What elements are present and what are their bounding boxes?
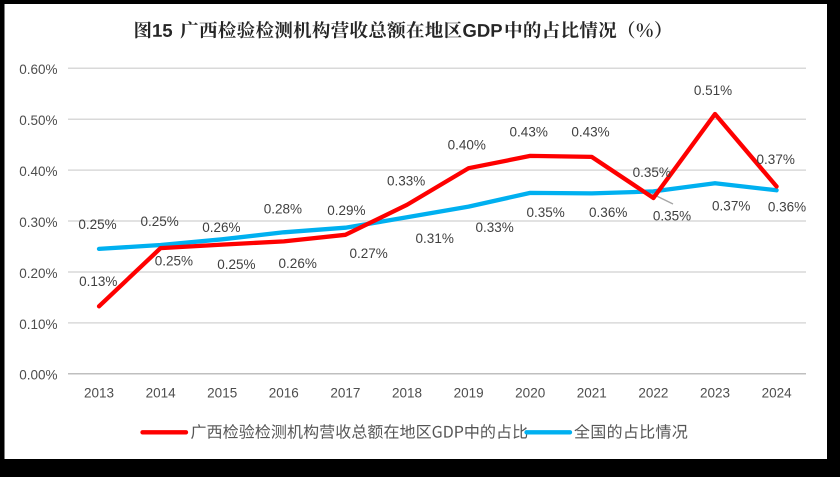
svg-text:0.26%: 0.26% xyxy=(279,256,317,271)
svg-text:0.35%: 0.35% xyxy=(526,205,564,220)
svg-text:0.25%: 0.25% xyxy=(78,217,116,232)
svg-text:0.28%: 0.28% xyxy=(264,202,302,217)
svg-text:2024: 2024 xyxy=(762,386,793,401)
svg-text:0.00%: 0.00% xyxy=(19,368,57,383)
svg-text:0.13%: 0.13% xyxy=(79,274,117,289)
svg-text:2013: 2013 xyxy=(84,386,114,401)
svg-text:2018: 2018 xyxy=(392,386,422,401)
svg-text:0.33%: 0.33% xyxy=(475,220,513,235)
svg-text:0.26%: 0.26% xyxy=(202,220,240,235)
svg-text:0.37%: 0.37% xyxy=(757,152,795,167)
svg-text:0.10%: 0.10% xyxy=(19,317,57,332)
svg-text:0.43%: 0.43% xyxy=(571,125,609,140)
svg-text:0.40%: 0.40% xyxy=(448,138,486,153)
svg-text:2022: 2022 xyxy=(638,386,668,401)
svg-text:0.51%: 0.51% xyxy=(694,83,732,98)
svg-text:2017: 2017 xyxy=(330,386,360,401)
svg-text:0.36%: 0.36% xyxy=(589,205,627,220)
svg-text:0.25%: 0.25% xyxy=(217,257,255,272)
svg-text:0.30%: 0.30% xyxy=(19,215,57,230)
svg-text:0.36%: 0.36% xyxy=(768,200,806,215)
svg-text:0.40%: 0.40% xyxy=(19,164,57,179)
svg-text:2015: 2015 xyxy=(207,386,237,401)
svg-text:0.27%: 0.27% xyxy=(349,246,387,261)
svg-text:0.31%: 0.31% xyxy=(416,231,454,246)
svg-text:0.29%: 0.29% xyxy=(327,203,365,218)
svg-text:0.60%: 0.60% xyxy=(19,62,57,77)
svg-text:2016: 2016 xyxy=(269,386,299,401)
svg-text:0.43%: 0.43% xyxy=(510,125,548,140)
svg-text:0.20%: 0.20% xyxy=(19,266,57,281)
svg-text:0.50%: 0.50% xyxy=(19,113,57,128)
svg-text:0.25%: 0.25% xyxy=(140,214,178,229)
svg-text:2021: 2021 xyxy=(577,386,607,401)
svg-text:0.33%: 0.33% xyxy=(387,174,425,189)
svg-text:0.35%: 0.35% xyxy=(633,165,671,180)
svg-text:2019: 2019 xyxy=(454,386,484,401)
svg-text:2023: 2023 xyxy=(700,386,730,401)
svg-text:2014: 2014 xyxy=(146,386,177,401)
svg-text:0.37%: 0.37% xyxy=(712,198,750,213)
svg-text:0.25%: 0.25% xyxy=(155,254,193,269)
svg-text:0.35%: 0.35% xyxy=(653,208,691,223)
svg-text:2020: 2020 xyxy=(515,386,545,401)
